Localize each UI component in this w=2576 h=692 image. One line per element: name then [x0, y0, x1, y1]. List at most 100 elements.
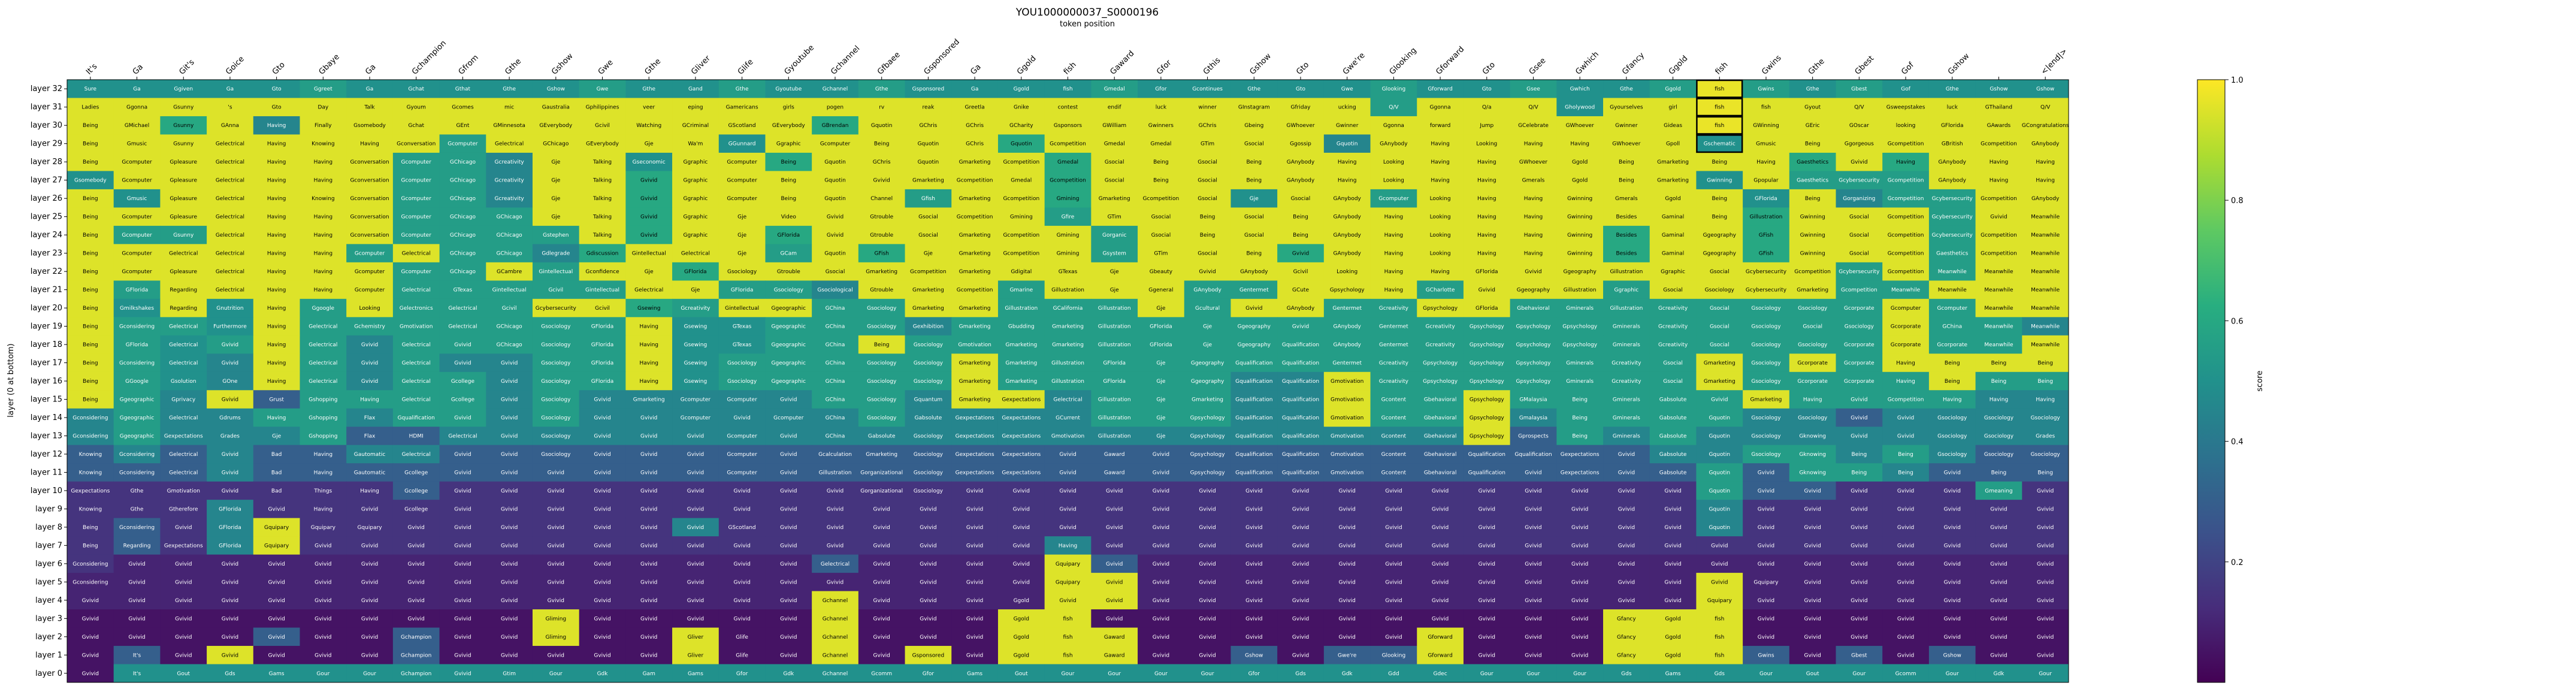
cell-label: Gvivid [827, 543, 843, 549]
heatmap-cell [392, 207, 440, 226]
cell-label: GChicago [497, 232, 523, 238]
heatmap-cell [1882, 554, 1930, 573]
cell-label: Knowing [79, 506, 102, 512]
cell-label: Gvivid [1106, 598, 1123, 604]
heatmap-cell [1417, 225, 1464, 244]
cell-label: Having [267, 123, 286, 129]
cell-label: Being [83, 543, 98, 549]
heatmap-cell [346, 371, 394, 391]
cell-label: Video [781, 214, 797, 220]
cell-label: Gminerals [1613, 342, 1640, 348]
cell-label: Gvivid [640, 561, 657, 567]
heatmap-cell [951, 573, 999, 592]
cell-label: rv [879, 105, 885, 111]
cell-label: Gaward [1104, 452, 1125, 458]
heatmap-cell [1649, 573, 1697, 592]
heatmap-cell [439, 591, 486, 610]
cell-label: Gquotin [824, 196, 846, 202]
heatmap-cell [439, 80, 486, 98]
cell-label: Gsociology [914, 488, 944, 494]
heatmap-cell [997, 408, 1045, 427]
cell-label: Gvivid [920, 598, 936, 604]
x-tick-label: Gwe're [1341, 51, 1367, 77]
cell-label: Gaminal [1662, 232, 1684, 238]
cell-label: Gyoum [407, 105, 426, 111]
cell-label: Gcreativity [1658, 324, 1688, 330]
cell-label: Gvivid [361, 598, 378, 604]
heatmap-cell [1230, 536, 1278, 555]
cell-label: Gminerals [1613, 433, 1640, 439]
heatmap-cell [1882, 518, 1930, 537]
heatmap-cell [1044, 189, 1092, 208]
cell-label: Talking [592, 196, 612, 202]
cell-label: Having [1384, 269, 1404, 275]
cell-label: Gmarketing [1657, 159, 1689, 165]
heatmap-cell [1603, 427, 1650, 446]
cell-label: Gexpectations [164, 543, 203, 549]
cell-label: Flax [364, 415, 376, 421]
cell-label: Gof [1901, 86, 1910, 92]
cell-label: Gvivid [687, 488, 704, 494]
heatmap-cell [1417, 371, 1464, 391]
heatmap-cell [625, 134, 673, 153]
heatmap-cell [486, 664, 533, 683]
heatmap-cell [625, 573, 673, 592]
cell-label: Gvivid [315, 634, 331, 640]
cell-label: Being [83, 214, 98, 220]
cell-label: Gvivid [1990, 616, 2007, 622]
cell-label: GWhoever [1286, 123, 1314, 129]
heatmap-cell [1556, 609, 1604, 628]
heatmap-cell [997, 481, 1045, 500]
cell-label: Gcivil [548, 288, 563, 294]
heatmap-cell [532, 646, 580, 665]
x-tick-label: It's [84, 62, 99, 76]
heatmap-cell [765, 500, 812, 519]
heatmap-cell [300, 536, 347, 555]
heatmap-cell [1789, 317, 1837, 336]
cell-label: Gvivid [1059, 452, 1076, 458]
cell-label: Gquotin [1709, 525, 1730, 531]
heatmap-cell [532, 445, 580, 464]
heatmap-cell [951, 98, 999, 117]
cell-label: Gsocial [1291, 196, 1311, 202]
heatmap-cell [1882, 463, 1930, 482]
cell-label: Gvivid [1385, 616, 1402, 622]
heatmap-cell [1323, 463, 1371, 482]
cell-label: Gvivid [501, 470, 518, 476]
cell-label: GInstagram [1238, 105, 1270, 111]
cell-label: Watching [636, 123, 661, 129]
heatmap-cell [1649, 98, 1697, 117]
heatmap-cell [1556, 518, 1604, 537]
cell-label: Gtrouble [870, 232, 893, 238]
cell-label: Being [1712, 159, 1727, 165]
heatmap-cell [1417, 134, 1464, 153]
heatmap-cell [1743, 298, 1790, 318]
heatmap-cell [905, 353, 952, 373]
cell-label: Gcorporate [1844, 306, 1874, 312]
heatmap-cell [346, 427, 394, 446]
cell-label: Gje [1110, 288, 1119, 294]
cell-label: Gsociology [1984, 433, 2014, 439]
heatmap-cell [1975, 664, 2022, 683]
heatmap-cell [346, 225, 394, 244]
heatmap-cell [1184, 98, 1231, 117]
heatmap-cell [207, 554, 254, 573]
heatmap-cell [1091, 353, 1138, 373]
heatmap-cell [1184, 500, 1231, 519]
cell-label: Gvivid [1571, 652, 1588, 658]
cell-label: Having [314, 178, 333, 184]
heatmap-cell [532, 80, 580, 98]
heatmap-cell [1091, 500, 1138, 519]
x-tick-label: Gsee [1528, 56, 1548, 77]
heatmap-cell [1836, 664, 1883, 683]
cell-label: GChina [826, 324, 845, 330]
heatmap-cell [1649, 371, 1697, 391]
cell-label: Gtim [503, 671, 516, 677]
heatmap-cell [253, 244, 300, 263]
heatmap-cell [672, 134, 719, 153]
heatmap-cell [1789, 298, 1837, 318]
heatmap-cell [1696, 627, 1743, 646]
cell-label: Gexpectations [1561, 452, 1600, 458]
cell-label: Glife [736, 634, 748, 640]
heatmap-cell [858, 244, 906, 263]
